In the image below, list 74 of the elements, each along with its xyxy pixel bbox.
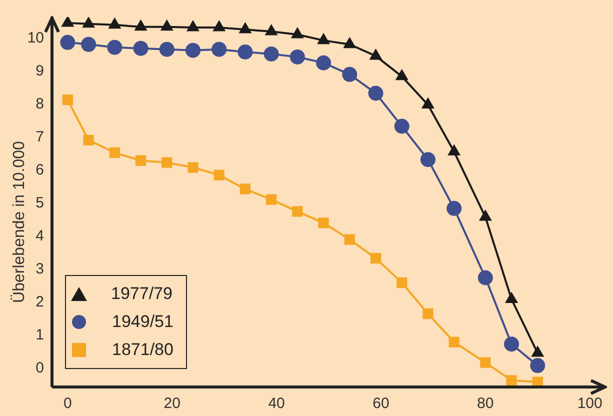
point — [395, 68, 408, 80]
x-tick-label: 80 — [477, 395, 494, 412]
point — [212, 42, 227, 57]
point — [478, 270, 493, 286]
y-tick-label: 7 — [36, 128, 44, 146]
point — [238, 22, 252, 34]
point — [162, 157, 172, 168]
point — [60, 34, 76, 50]
point — [448, 336, 460, 348]
legend-label: 1949/51 — [112, 312, 174, 332]
y-tick-label: 0 — [36, 360, 44, 377]
point — [214, 170, 224, 180]
y-tick-label: 5 — [36, 194, 44, 212]
point — [108, 17, 122, 29]
x-tick-label: 20 — [164, 395, 180, 412]
y-tick-label: 4 — [36, 228, 44, 245]
y-tick-label: 2 — [36, 294, 44, 311]
y-tick-label: 9 — [36, 62, 44, 80]
point — [159, 42, 174, 57]
point — [370, 252, 382, 264]
point — [368, 86, 384, 101]
point — [109, 147, 120, 158]
point — [422, 308, 434, 320]
point — [290, 26, 304, 38]
point — [133, 40, 148, 56]
point — [160, 19, 174, 31]
point — [446, 200, 462, 216]
point — [81, 36, 96, 52]
point — [107, 40, 122, 55]
legend-label: 1977/79 — [111, 284, 172, 304]
point — [186, 20, 200, 32]
point — [369, 48, 382, 60]
point — [421, 97, 434, 109]
point — [290, 49, 305, 64]
point — [134, 19, 148, 31]
point — [238, 44, 253, 60]
point — [420, 152, 436, 168]
point — [266, 194, 277, 205]
point — [316, 55, 332, 70]
point — [530, 358, 546, 374]
point — [506, 375, 517, 386]
point — [82, 17, 96, 28]
point — [318, 218, 329, 228]
point — [317, 32, 330, 44]
y-tick-label: 8 — [36, 96, 44, 113]
point — [185, 42, 200, 58]
point — [264, 46, 279, 62]
point — [504, 336, 520, 352]
x-tick-label: 60 — [372, 395, 390, 412]
point — [394, 118, 410, 134]
x-tick-label: 40 — [268, 395, 285, 412]
point — [480, 357, 491, 368]
point — [342, 66, 358, 82]
point — [343, 36, 356, 48]
point — [135, 155, 146, 166]
y-tick-label: 1 — [36, 326, 44, 344]
x-tick-label: 100 — [577, 395, 602, 412]
point — [292, 206, 303, 217]
point — [344, 234, 355, 245]
point — [212, 20, 226, 32]
point — [62, 94, 73, 106]
legend-label: 1871/80 — [112, 340, 174, 360]
point — [83, 134, 94, 146]
x-tick-label: 0 — [63, 395, 72, 412]
y-tick-label: 3 — [36, 260, 44, 278]
point — [61, 17, 74, 27]
y-axis-title: Überlebende in 10.000 — [11, 141, 29, 303]
y-tick-label: 6 — [36, 162, 44, 179]
point — [264, 24, 278, 36]
point — [188, 162, 198, 173]
point — [240, 184, 251, 194]
y-tick-label: 10 — [27, 30, 44, 47]
point — [396, 277, 408, 288]
point — [448, 144, 461, 156]
